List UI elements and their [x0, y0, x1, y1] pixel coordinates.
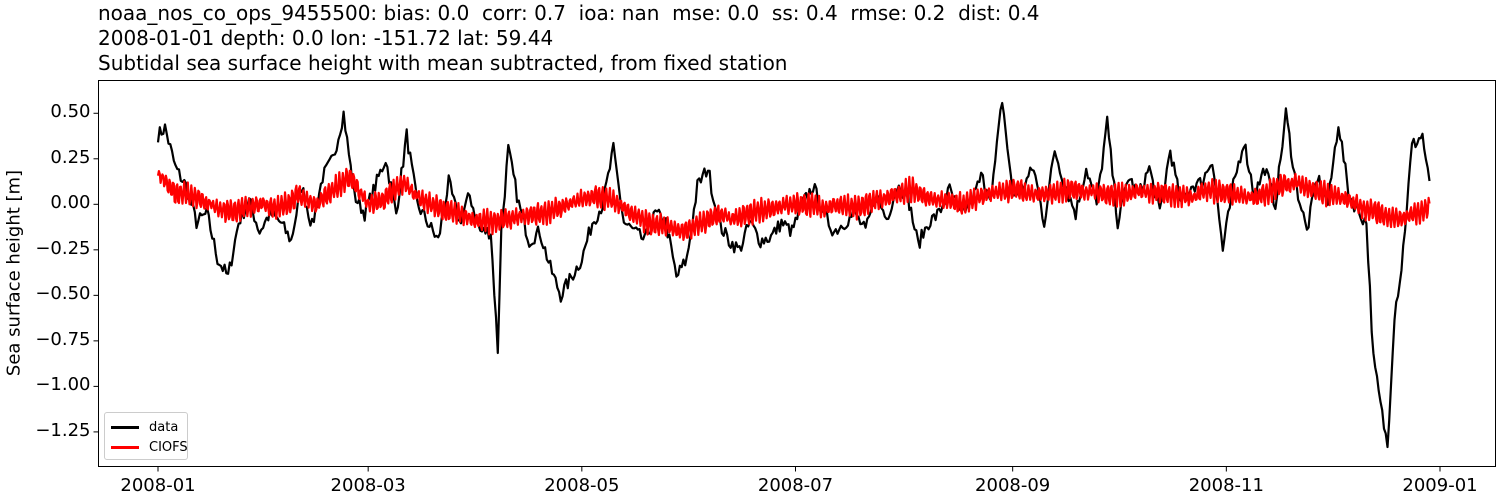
legend-swatch-data	[111, 425, 139, 429]
title-stats-line: noaa_nos_co_ops_9455500: bias: 0.0 corr:…	[98, 1, 1040, 25]
x-tick-label: 2008-03	[330, 474, 406, 496]
y-tick-label: −0.50	[35, 283, 91, 305]
title-location-line: 2008-01-01 depth: 0.0 lon: -151.72 lat: …	[98, 26, 554, 50]
y-tick-label: −0.25	[35, 237, 91, 259]
legend-item-ciofs: CIOFS	[111, 439, 188, 455]
x-tick-label: 2009-01	[1402, 474, 1478, 496]
series-line-data	[156, 101, 1431, 449]
legend-label-data: data	[149, 419, 179, 435]
y-tick-label: 0.25	[50, 146, 91, 168]
x-tick-label: 2008-09	[975, 474, 1051, 496]
y-tick-label: −1.00	[35, 374, 91, 396]
legend: data CIOFS	[104, 412, 188, 460]
x-tick-label: 2008-07	[757, 474, 834, 496]
series-line-ciofs	[156, 167, 1431, 241]
x-tick-label: 2008-11	[1188, 474, 1264, 496]
tick-layer	[93, 112, 1441, 472]
x-tick-label: 2008-05	[544, 474, 620, 496]
y-tick-label: 0.00	[50, 192, 91, 214]
x-tick-label: 2008-01	[120, 474, 196, 496]
y-tick-label: −0.75	[35, 328, 91, 350]
legend-item-data: data	[111, 419, 178, 435]
legend-label-ciofs: CIOFS	[149, 439, 188, 455]
axes-frame	[98, 80, 1496, 467]
title-description-line: Subtidal sea surface height with mean su…	[98, 51, 788, 75]
chart-title: noaa_nos_co_ops_9455500: bias: 0.0 corr:…	[98, 1, 1040, 76]
y-tick-label: −1.25	[35, 419, 91, 441]
legend-swatch-ciofs	[111, 445, 139, 449]
y-tick-label: 0.50	[50, 101, 91, 123]
series-layer	[156, 101, 1431, 449]
